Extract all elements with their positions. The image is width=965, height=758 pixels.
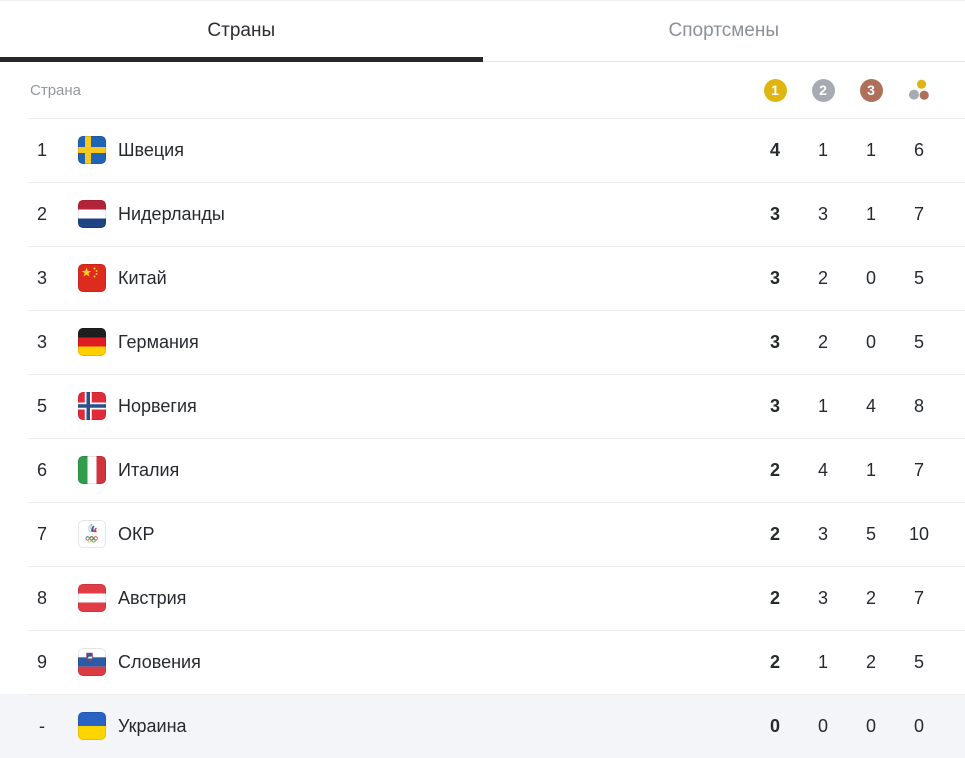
gold-count: 4 — [769, 139, 780, 160]
silver-count: 3 — [817, 523, 828, 544]
total-count: 8 — [913, 395, 924, 416]
gold-count: 3 — [769, 331, 780, 352]
table-row[interactable]: 5 Норвегия 3 1 4 8 — [0, 374, 965, 438]
bronze-medal-icon: 3 — [859, 78, 883, 102]
total-count: 5 — [913, 651, 924, 672]
silver-count: 3 — [817, 587, 828, 608]
total-count: 7 — [913, 459, 924, 480]
total-count: 5 — [913, 267, 924, 288]
bronze-count: 2 — [865, 651, 876, 672]
silver-count: 0 — [817, 715, 828, 736]
flag-si-icon — [78, 648, 106, 676]
country-name: Швеция — [118, 139, 184, 160]
rank: 3 — [36, 331, 47, 352]
table-row[interactable]: 6 Италия 2 4 1 7 — [0, 438, 965, 502]
country-name: Австрия — [118, 587, 187, 608]
bronze-count: 0 — [865, 331, 876, 352]
country-name: Китай — [118, 267, 167, 288]
silver-count: 3 — [817, 203, 828, 224]
rank: 2 — [36, 203, 47, 224]
bronze-count: 1 — [865, 139, 876, 160]
silver-count: 2 — [817, 331, 828, 352]
rank: 8 — [36, 587, 47, 608]
rank: - — [39, 715, 45, 736]
country-name: Германия — [118, 331, 199, 352]
table-row[interactable]: 8 Австрия 2 3 2 7 — [0, 566, 965, 630]
medal-column-headers: 1 2 3 — [751, 78, 943, 102]
gold-count: 3 — [769, 267, 780, 288]
table-row[interactable]: 3 Германия 3 2 0 5 — [0, 310, 965, 374]
total-count: 0 — [913, 715, 924, 736]
bronze-count: 0 — [865, 715, 876, 736]
table-row[interactable]: 7 ОКР 2 3 5 10 — [0, 502, 965, 566]
gold-count: 2 — [769, 523, 780, 544]
total-count: 5 — [913, 331, 924, 352]
tab-bar: Страны Спортсмены — [0, 0, 965, 62]
tab-athletes[interactable]: Спортсмены — [668, 20, 780, 41]
bronze-count: 1 — [865, 459, 876, 480]
total-medals-icon — [909, 79, 929, 100]
table-row[interactable]: - Украина 0 0 0 0 — [0, 694, 965, 758]
country-name: Италия — [118, 459, 180, 480]
silver-count: 4 — [817, 459, 828, 480]
silver-count: 1 — [817, 139, 828, 160]
rank: 7 — [36, 523, 47, 544]
gold-medal-icon: 1 — [763, 78, 787, 102]
flag-roc-icon — [78, 520, 106, 548]
gold-count: 2 — [769, 459, 780, 480]
rank: 9 — [36, 651, 47, 672]
gold-count: 3 — [769, 203, 780, 224]
table-row[interactable]: 1 Швеция 4 1 1 6 — [0, 118, 965, 182]
country-name: Нидерланды — [118, 203, 225, 224]
flag-de-icon — [78, 328, 106, 356]
bronze-count: 5 — [865, 523, 876, 544]
rank: 5 — [36, 395, 47, 416]
standings-table: 1 Швеция 4 1 1 6 2 Нидерланды 3 3 1 7 3 … — [0, 118, 965, 758]
flag-it-icon — [78, 456, 106, 484]
flag-se-icon — [78, 136, 106, 164]
silver-count: 1 — [817, 395, 828, 416]
gold-count: 0 — [769, 715, 780, 736]
total-count: 6 — [913, 139, 924, 160]
flag-no-icon — [78, 392, 106, 420]
tab-countries[interactable]: Страны — [0, 1, 483, 62]
table-row[interactable]: 9 Словения 2 1 2 5 — [0, 630, 965, 694]
flag-cn-icon — [78, 264, 106, 292]
table-header: Страна 1 2 3 — [0, 62, 965, 118]
silver-count: 1 — [817, 651, 828, 672]
total-count: 7 — [913, 587, 924, 608]
total-count: 10 — [908, 523, 930, 544]
table-row[interactable]: 3 Китай 3 2 0 5 — [0, 246, 965, 310]
country-column-header: Страна — [30, 81, 82, 99]
rank: 6 — [36, 459, 47, 480]
country-name: Словения — [118, 651, 201, 672]
flag-nl-icon — [78, 200, 106, 228]
country-name: Украина — [118, 715, 187, 736]
bronze-count: 0 — [865, 267, 876, 288]
country-name: Норвегия — [118, 395, 197, 416]
table-row[interactable]: 2 Нидерланды 3 3 1 7 — [0, 182, 965, 246]
bronze-count: 2 — [865, 587, 876, 608]
gold-count: 2 — [769, 587, 780, 608]
flag-ua-icon — [78, 712, 106, 740]
rank: 1 — [36, 139, 47, 160]
silver-count: 2 — [817, 267, 828, 288]
bronze-count: 1 — [865, 203, 876, 224]
rank: 3 — [36, 267, 47, 288]
gold-count: 2 — [769, 651, 780, 672]
gold-count: 3 — [769, 395, 780, 416]
total-count: 7 — [913, 203, 924, 224]
bronze-count: 4 — [865, 395, 876, 416]
flag-at-icon — [78, 584, 106, 612]
country-name: ОКР — [118, 523, 155, 544]
silver-medal-icon: 2 — [811, 78, 835, 102]
